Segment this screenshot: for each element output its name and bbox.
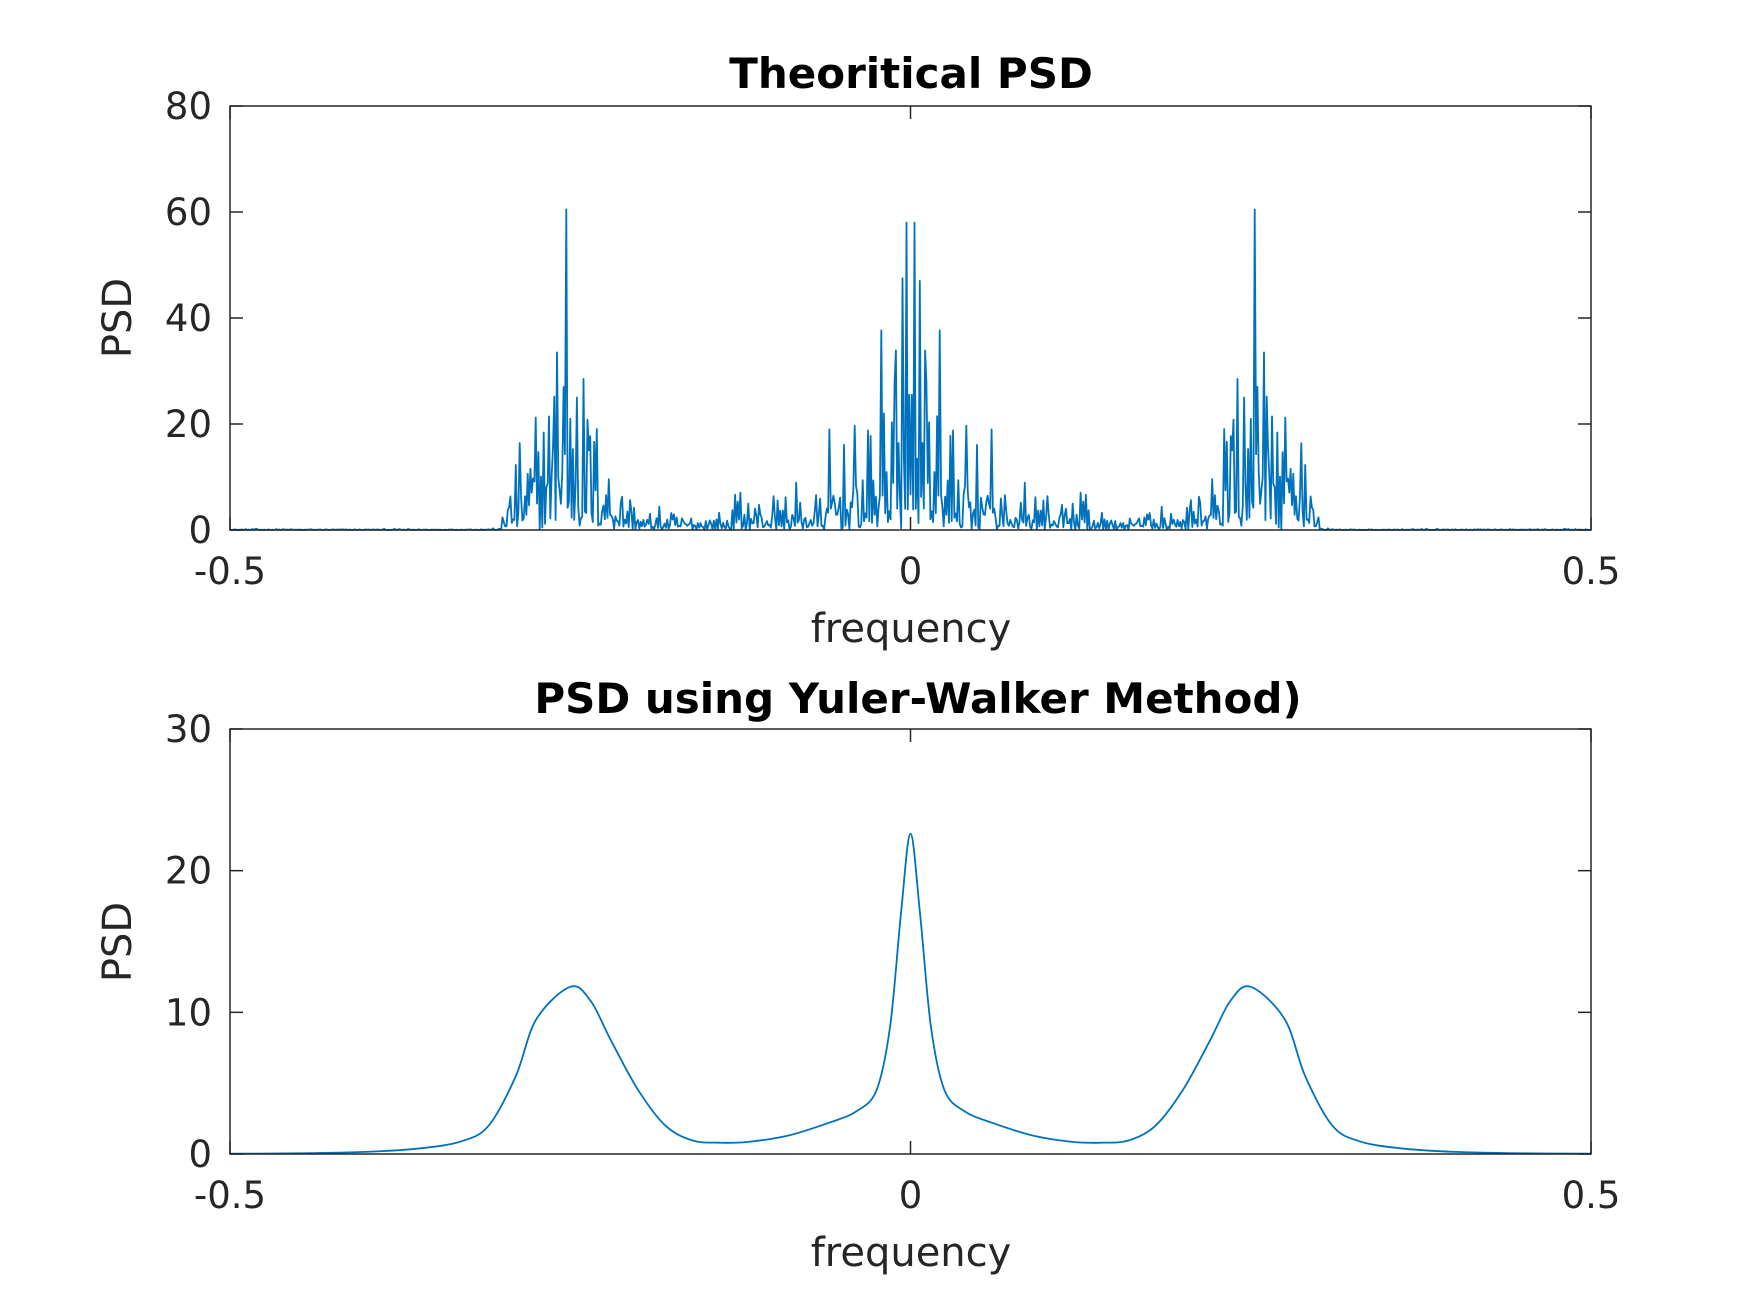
subplot-yule-walker-psd: PSD using Yuler-Walker Method) 0 10 20 30 -… — [95, 674, 1620, 1276]
x-tick-label: 0 — [899, 550, 923, 593]
y-axis-label: PSD — [95, 278, 141, 358]
y-tick-label: 20 — [165, 850, 212, 893]
y-tick-label: 60 — [165, 191, 212, 234]
y-tick-label: 30 — [165, 708, 212, 751]
chart-title: PSD using Yuler-Walker Method) — [534, 674, 1301, 723]
y-tick-label: 0 — [188, 509, 212, 552]
y-tick-label: 10 — [165, 991, 212, 1034]
chart-title: Theoritical PSD — [729, 49, 1093, 98]
x-axis: -0.5 0 0.5 — [194, 106, 1621, 593]
y-tick-label: 0 — [188, 1133, 212, 1176]
plot-area — [229, 832, 1592, 1155]
y-axis: 0 20 40 60 80 — [165, 85, 1591, 552]
x-axis: -0.5 0 0.5 — [194, 729, 1621, 1217]
x-tick-label: -0.5 — [194, 1174, 266, 1217]
y-tick-label: 80 — [165, 85, 212, 128]
y-tick-label: 40 — [165, 297, 212, 340]
y-axis-label: PSD — [95, 902, 141, 982]
series-line — [229, 832, 1592, 1155]
x-tick-label: 0 — [899, 1174, 923, 1217]
x-tick-label: 0.5 — [1562, 550, 1621, 593]
x-tick-label: -0.5 — [194, 550, 266, 593]
x-tick-label: 0.5 — [1562, 1174, 1621, 1217]
y-axis: 0 10 20 30 — [165, 708, 1591, 1176]
x-axis-label: frequency — [811, 1230, 1012, 1276]
y-tick-label: 20 — [165, 403, 212, 446]
x-axis-label: frequency — [811, 606, 1012, 652]
